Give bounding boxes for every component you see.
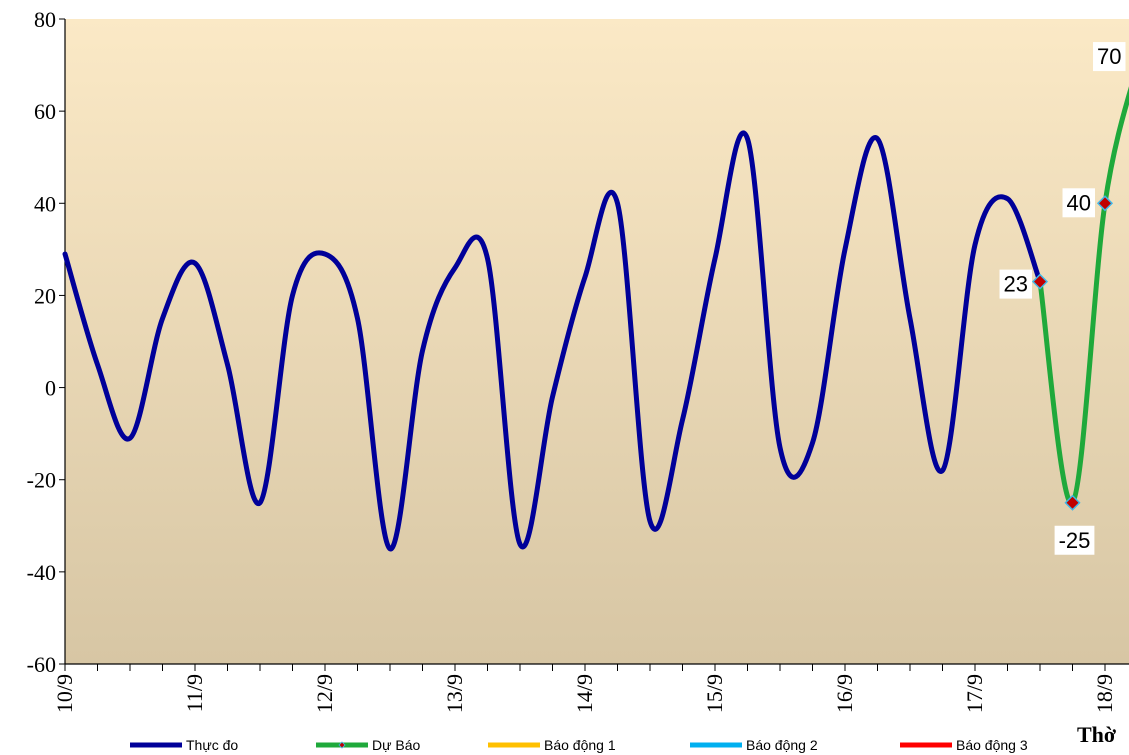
data-label-box (1062, 188, 1095, 218)
x-tick-label: 13/9 (442, 674, 467, 713)
y-tick-label: 40 (34, 191, 56, 216)
x-tick-label: 12/9 (312, 674, 337, 713)
data-label-box (1093, 42, 1126, 72)
forecast-marker (1096, 195, 1114, 212)
data-label-box (1054, 525, 1095, 555)
x-tick-label: 18/9 (1092, 674, 1117, 713)
x-tick-label: 15/9 (702, 674, 727, 713)
y-tick-label: 0 (45, 376, 56, 401)
data-label: 70 (1097, 44, 1121, 69)
forecast-marker (1064, 494, 1081, 511)
data-label: -25 (1059, 528, 1091, 553)
y-tick-label: -20 (27, 468, 56, 493)
data-label: 23 (1004, 272, 1028, 297)
plot-area (65, 19, 1129, 664)
y-tick-label: 80 (34, 7, 56, 32)
series-line-0 (62, 130, 1043, 552)
forecast-marker (1031, 273, 1049, 290)
x-tick-label: 14/9 (572, 674, 597, 713)
x-tick-label: 10/9 (52, 674, 77, 713)
y-tick-label: -40 (27, 560, 56, 585)
legend-marker (338, 741, 346, 749)
x-tick-label: 17/9 (962, 674, 987, 713)
data-label-box (999, 269, 1032, 299)
legend-label: Báo động 1 (544, 737, 616, 753)
x-tick-label: 11/9 (182, 674, 207, 712)
legend-label: Báo động 3 (956, 737, 1028, 753)
y-tick-label: 20 (34, 283, 56, 308)
data-label: 40 (1067, 190, 1091, 215)
series-line-1 (1037, 86, 1129, 506)
legend-label: Dự Báo (372, 737, 420, 753)
legend-label: Báo động 2 (746, 737, 818, 753)
x-axis-title: Thờ (1077, 722, 1117, 747)
x-tick-label: 16/9 (832, 674, 857, 713)
y-tick-label: 60 (34, 99, 56, 124)
legend-label: Thực đo (186, 737, 238, 753)
y-tick-label: -60 (27, 652, 56, 677)
